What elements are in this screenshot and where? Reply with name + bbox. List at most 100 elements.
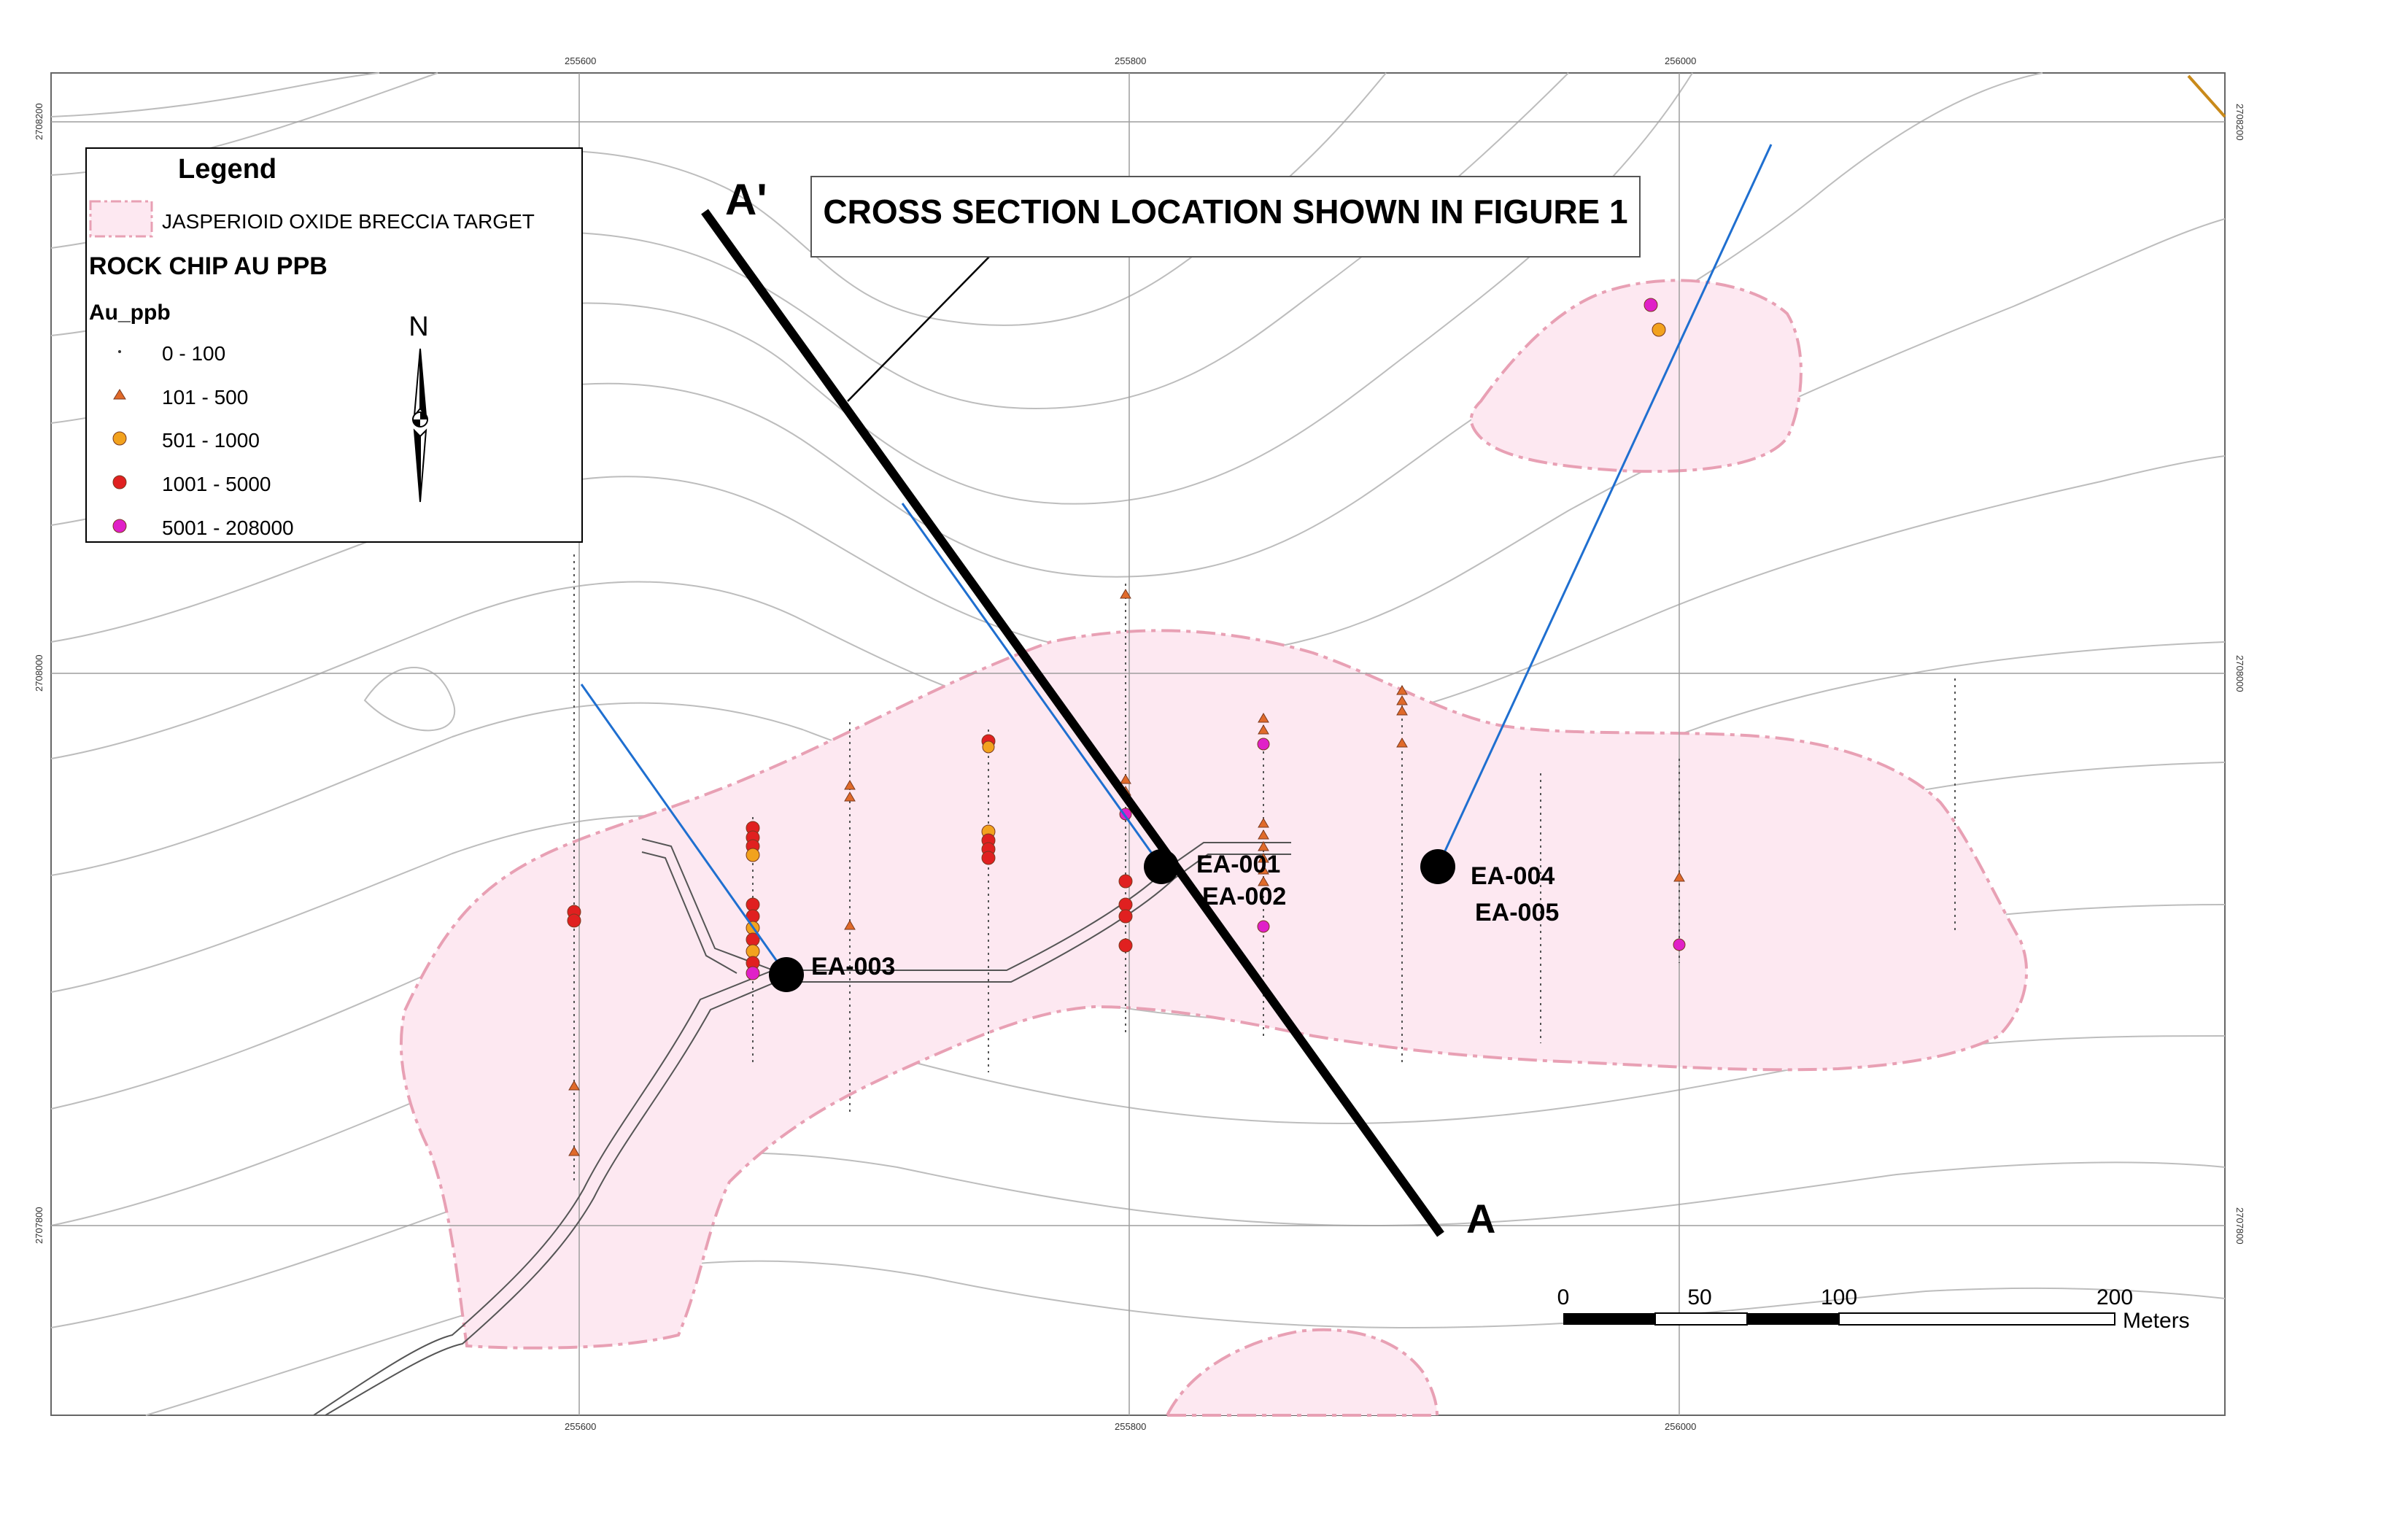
scale-tick-label: 0 bbox=[1557, 1285, 1570, 1309]
legend-class-label: 501 - 1000 bbox=[162, 429, 260, 452]
drill-collar-ea004 bbox=[1420, 849, 1455, 884]
legend: Legend JASPERIOID OXIDE BRECCIA TARGET R… bbox=[85, 147, 583, 543]
legend-field-name: Au_ppb bbox=[89, 301, 171, 325]
sample-1001-5000 bbox=[567, 913, 581, 928]
northing-label-right: 2708200 bbox=[2234, 104, 2245, 141]
sample-101-500 bbox=[568, 1080, 580, 1091]
drill-label-ea001: EA-001 bbox=[1196, 851, 1280, 878]
easting-label-bottom: 255600 bbox=[565, 1421, 596, 1432]
legend-class-label: 5001 - 208000 bbox=[162, 516, 294, 539]
callout-leader bbox=[847, 256, 990, 402]
drill-trace-ea003 bbox=[580, 684, 788, 975]
sample-101-500 bbox=[1258, 829, 1269, 840]
sample-101-500 bbox=[844, 780, 856, 790]
sample-101-500 bbox=[1258, 876, 1269, 886]
sample-101-500 bbox=[1673, 872, 1685, 882]
legend-class-label: 0 - 100 bbox=[162, 342, 225, 365]
sample-101-500 bbox=[1396, 685, 1408, 695]
northing-label-left: 2707800 bbox=[34, 1207, 44, 1244]
drill-label-ea002: EA-002 bbox=[1202, 883, 1286, 910]
legend-circle-symbol bbox=[112, 519, 127, 533]
sample-1001-5000 bbox=[1118, 938, 1133, 953]
legend-box bbox=[85, 147, 583, 543]
drill-collars bbox=[769, 849, 1455, 992]
easting-label-bottom: 255800 bbox=[1115, 1421, 1146, 1432]
drill-label-ea005: EA-005 bbox=[1475, 899, 1559, 926]
sample-101-500 bbox=[1258, 841, 1269, 851]
sample-5001-208000 bbox=[1257, 738, 1270, 751]
scale-tick-label: 200 bbox=[2097, 1285, 2133, 1309]
sample-5001-208000 bbox=[1673, 938, 1686, 951]
drill-trace-ea001 bbox=[901, 503, 1163, 867]
sample-501-1000 bbox=[746, 848, 760, 862]
callout-box bbox=[810, 176, 1641, 258]
cross-section-line bbox=[701, 209, 1444, 1237]
drill-collar-ea003 bbox=[769, 957, 804, 992]
northing-label-left: 2708200 bbox=[34, 103, 44, 140]
legend-circle-symbol bbox=[112, 431, 127, 446]
legend-circle-symbol bbox=[112, 475, 127, 490]
legend-class-label: 101 - 500 bbox=[162, 386, 248, 409]
northing-label-right: 2707800 bbox=[2234, 1207, 2245, 1245]
section-label-end: A bbox=[1466, 1196, 1495, 1242]
drill-label-ea004: EA-004 bbox=[1471, 862, 1555, 890]
sample-101-500 bbox=[1120, 774, 1131, 784]
sample-5001-208000 bbox=[1257, 920, 1270, 933]
sample-1001-5000 bbox=[1118, 897, 1133, 912]
northing-label-left: 2708000 bbox=[34, 654, 44, 692]
sample-101-500 bbox=[1120, 589, 1131, 599]
sample-5001-208000 bbox=[1644, 298, 1658, 312]
sample-101-500 bbox=[1396, 738, 1408, 748]
sample-501-1000 bbox=[982, 740, 995, 754]
drill-labels: EA-003 EA-001 EA-002 EA-004 EA-005 bbox=[811, 851, 1559, 980]
easting-label-top: 255600 bbox=[565, 55, 596, 66]
scale-tick-label: 100 bbox=[1821, 1285, 1857, 1309]
sample-1001-5000 bbox=[981, 851, 996, 865]
rock-chip-samples bbox=[567, 298, 1686, 1156]
north-arrow-icon: N bbox=[409, 312, 429, 503]
northing-label-right: 2708000 bbox=[2234, 655, 2245, 692]
sample-101-500 bbox=[568, 1146, 580, 1156]
easting-label-top: 256000 bbox=[1665, 55, 1696, 66]
sample-1001-5000 bbox=[1118, 909, 1133, 924]
feature-line-top-right bbox=[2187, 74, 2226, 118]
legend-target-swatch bbox=[89, 200, 153, 238]
drill-traces bbox=[580, 144, 1773, 975]
scale-unit-label: Meters bbox=[2123, 1309, 2190, 1333]
easting-label-top: 255800 bbox=[1115, 55, 1146, 66]
north-arrow-label: N bbox=[409, 312, 428, 342]
legend-class-label: 1001 - 5000 bbox=[162, 473, 271, 495]
drill-collar-ea001 bbox=[1144, 849, 1179, 884]
sample-101-500 bbox=[1258, 864, 1269, 875]
sample-101-500 bbox=[1258, 724, 1269, 735]
legend-title: Legend bbox=[178, 154, 276, 185]
sample-1001-5000 bbox=[1118, 874, 1133, 889]
sample-101-500 bbox=[1258, 818, 1269, 828]
sample-5001-208000 bbox=[746, 966, 760, 980]
sample-101-500 bbox=[1396, 695, 1408, 705]
target-polygon-north bbox=[1469, 279, 1803, 473]
legend-rock-chip-title: ROCK CHIP AU PPB bbox=[89, 252, 328, 280]
sample-101-500 bbox=[844, 920, 856, 930]
sample-501-1000 bbox=[746, 944, 760, 959]
sample-1001-5000 bbox=[746, 897, 760, 912]
grid-labels: 255600 255800 256000 255600 255800 25600… bbox=[34, 55, 2245, 1432]
target-polygons bbox=[399, 279, 2028, 1417]
easting-label-bottom: 256000 bbox=[1665, 1421, 1696, 1432]
scale-bar: 0 50 100 200 Meters bbox=[1557, 1285, 2190, 1333]
legend-triangle-symbol bbox=[113, 389, 126, 400]
legend-dot-symbol bbox=[118, 350, 121, 353]
target-polygon-south bbox=[1164, 1328, 1439, 1417]
sample-101-500 bbox=[1396, 705, 1408, 716]
drill-label-ea003: EA-003 bbox=[811, 953, 895, 980]
drill-trace-ea004 bbox=[1436, 144, 1773, 867]
target-polygon-main bbox=[399, 629, 2028, 1350]
section-label-start: A' bbox=[725, 175, 767, 224]
sample-101-500 bbox=[1258, 713, 1269, 723]
sample-101-500 bbox=[844, 792, 856, 802]
legend-target-label: JASPERIOID OXIDE BRECCIA TARGET bbox=[162, 210, 535, 233]
scale-tick-label: 50 bbox=[1687, 1285, 1711, 1309]
sample-101-500 bbox=[1258, 853, 1269, 863]
road bbox=[313, 838, 1291, 1416]
